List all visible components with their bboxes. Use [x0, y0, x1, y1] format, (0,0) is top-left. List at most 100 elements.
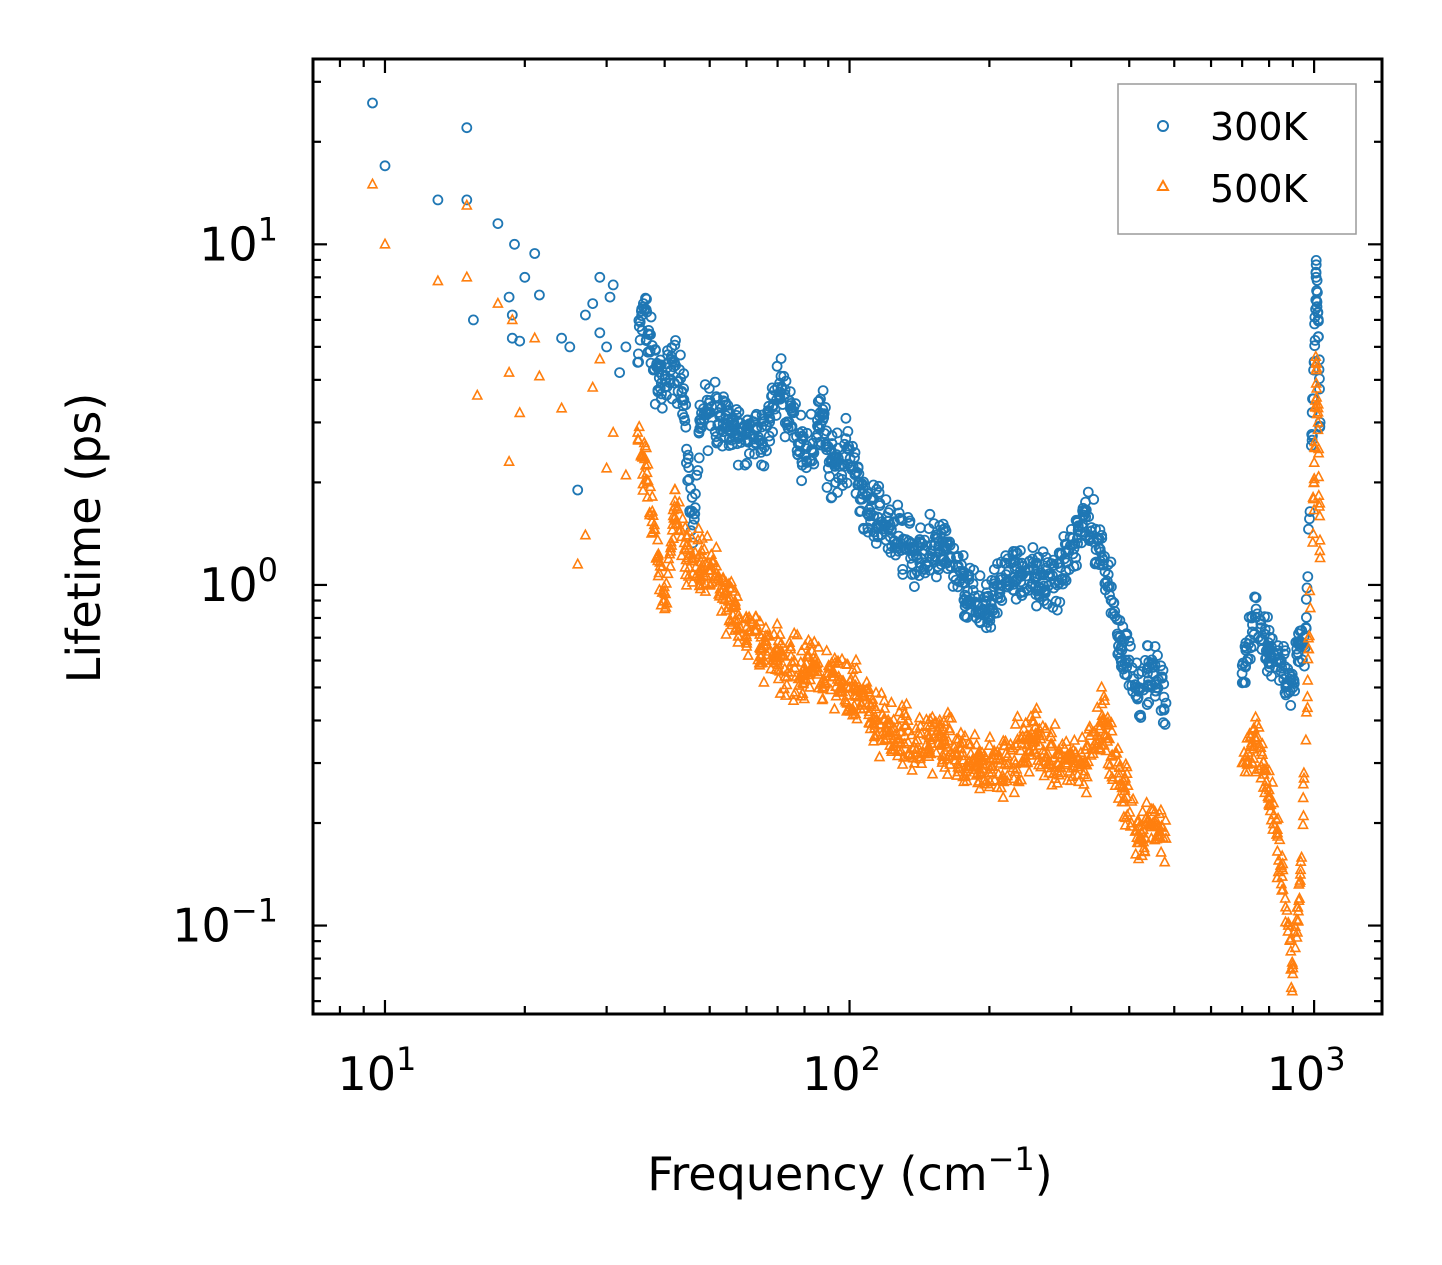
point-500k: [1308, 435, 1321, 447]
point-300k: [800, 462, 812, 474]
point-300k: [909, 581, 920, 592]
point-500k: [799, 672, 812, 684]
point-300k: [786, 421, 798, 432]
point-500k: [1084, 728, 1096, 741]
point-500k: [1032, 753, 1044, 765]
point-300k: [688, 513, 700, 525]
point-300k: [820, 401, 831, 413]
point-500k: [1282, 918, 1295, 930]
point-500k: [1034, 760, 1047, 772]
point-500k: [1310, 381, 1323, 393]
point-500k: [888, 729, 901, 741]
point-500k: [943, 724, 956, 736]
point-500k: [682, 569, 695, 581]
point-500k: [734, 621, 747, 633]
point-500k: [1045, 739, 1057, 751]
point-500k: [638, 452, 651, 464]
point-500k: [1051, 776, 1064, 788]
point-500k: [1276, 857, 1289, 869]
point-300k: [941, 557, 953, 569]
point-300k: [670, 335, 681, 346]
point-500k: [1245, 736, 1258, 748]
point-300k: [779, 431, 791, 443]
point-300k: [1311, 301, 1323, 313]
point-300k: [786, 406, 798, 418]
point-500k: [1080, 739, 1093, 751]
point-500k: [799, 638, 812, 651]
point-500k: [1020, 728, 1033, 740]
point-500k: [985, 759, 997, 771]
point-300k: [984, 615, 996, 627]
point-300k: [681, 443, 692, 455]
point-300k: [924, 508, 936, 520]
point-500k: [832, 685, 845, 697]
point-500k: [1091, 728, 1103, 740]
point-500k: [646, 504, 659, 516]
point-500k: [963, 754, 976, 766]
point-300k: [503, 291, 515, 303]
point-300k: [896, 515, 908, 526]
point-300k: [1005, 558, 1017, 569]
point-500k: [1286, 958, 1299, 970]
point-300k: [923, 523, 935, 534]
point-500k: [758, 653, 771, 665]
point-500k: [1099, 727, 1112, 739]
point-500k: [686, 551, 698, 563]
point-500k: [1297, 818, 1309, 830]
point-300k: [1158, 703, 1170, 715]
point-500k: [848, 699, 861, 711]
point-300k: [1015, 587, 1026, 599]
point-300k: [1027, 542, 1039, 553]
point-500k: [1265, 813, 1278, 825]
point-300k: [1141, 699, 1153, 710]
point-300k: [726, 439, 738, 451]
point-500k: [1159, 813, 1172, 825]
point-500k: [1312, 488, 1325, 501]
point-300k: [1031, 585, 1043, 597]
point-300k: [1135, 712, 1147, 723]
point-300k: [1300, 623, 1312, 634]
point-500k: [686, 531, 698, 543]
point-500k: [1117, 774, 1130, 786]
point-300k: [756, 443, 767, 455]
point-500k: [1103, 767, 1116, 779]
legend-marker-500k: [1156, 178, 1170, 191]
point-500k: [1034, 739, 1046, 751]
point-500k: [1109, 746, 1122, 758]
x-axis-title: Frequency (cm−1): [647, 1140, 1052, 1201]
point-500k: [984, 730, 996, 742]
point-500k: [788, 654, 801, 666]
point-500k: [1314, 533, 1326, 545]
point-300k: [711, 437, 723, 449]
point-500k: [834, 679, 847, 691]
point-500k: [1038, 769, 1051, 781]
point-500k: [1062, 753, 1074, 765]
point-300k: [1289, 685, 1300, 697]
point-300k: [1288, 675, 1300, 686]
point-500k: [793, 678, 805, 690]
point-500k: [941, 767, 954, 779]
point-500k: [970, 752, 983, 764]
point-500k: [1266, 775, 1279, 787]
point-300k: [742, 420, 753, 431]
point-300k: [852, 462, 864, 474]
point-500k: [744, 625, 757, 637]
point-500k: [675, 549, 688, 561]
point-300k: [840, 412, 852, 424]
point-500k: [1102, 757, 1114, 769]
point-500k: [1256, 737, 1269, 749]
point-300k: [1030, 557, 1042, 569]
point-500k: [915, 726, 928, 739]
point-500k: [1312, 442, 1325, 454]
point-500k: [1295, 850, 1308, 862]
point-300k: [812, 396, 824, 407]
point-500k: [641, 490, 654, 502]
point-300k: [1097, 559, 1109, 571]
point-500k: [999, 746, 1012, 759]
point-500k: [1061, 773, 1074, 785]
point-300k: [689, 508, 701, 520]
point-300k: [662, 345, 673, 357]
point-500k: [800, 657, 813, 669]
point-500k: [1150, 832, 1163, 844]
point-300k: [891, 538, 902, 550]
